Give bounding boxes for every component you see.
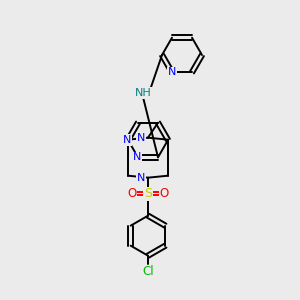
Text: O: O — [159, 187, 169, 200]
Text: N: N — [137, 133, 145, 143]
Text: S: S — [144, 187, 152, 200]
Text: N: N — [123, 135, 131, 145]
Text: N: N — [168, 67, 176, 77]
Text: Cl: Cl — [142, 265, 154, 278]
Text: O: O — [128, 187, 136, 200]
Text: N: N — [137, 173, 145, 183]
Text: N: N — [133, 152, 141, 162]
Text: NH: NH — [135, 88, 152, 98]
